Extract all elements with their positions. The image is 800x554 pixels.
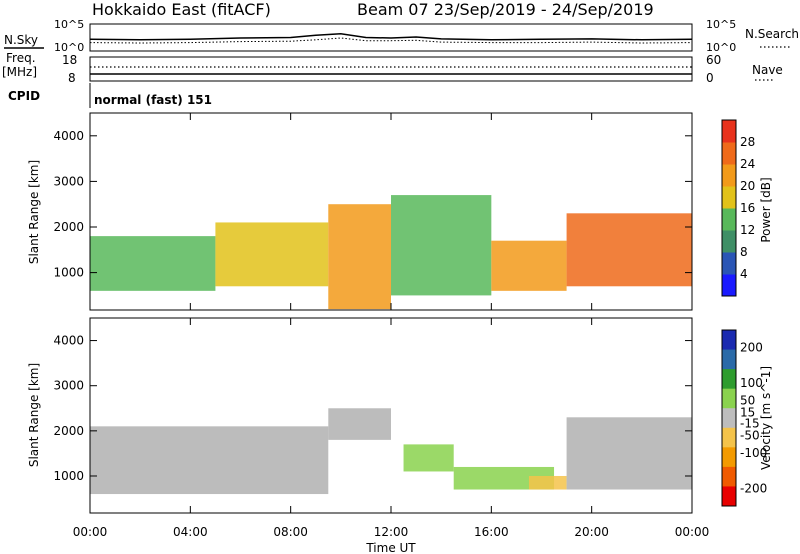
noise-panel: N.Sky 10^5 10^0 10^5 10^0 N.Search [4,18,799,54]
station-title: Hokkaido East (fitACF) [92,0,271,19]
power-y-axis-label: Slant Range [km] [27,160,41,264]
colorbar-swatch [722,164,736,187]
beam-date-title: Beam 07 23/Sep/2019 - 24/Sep/2019 [357,0,654,19]
velocity-colorbar-label: Velocity [m s^-1] [759,366,773,470]
echo-region [566,417,692,490]
velocity-y-axis-label: Slant Range [km] [27,363,41,467]
colorbar-swatch [722,447,736,468]
freq-right-tick-bottom: 0 [706,71,714,85]
colorbar-swatch [722,230,736,253]
x-tick-label: 12:00 [374,525,409,539]
power-y-ticks: 1000 2000 3000 4000 [53,129,692,280]
freq-panel: Freq. [MHz] 18 8 60 0 Nave [2,51,783,85]
echo-region [403,444,454,472]
colorbar-frame [721,329,737,507]
freq-panel-frame [89,56,693,82]
x-tick-label: 00:00 [73,525,108,539]
cpid-panel: CPID normal (fast) 151 [8,83,212,108]
colorbar-swatch [722,208,736,231]
power-panel: 1000 2000 3000 4000 Slant Range [km] 4 8 12 16… [27,112,773,311]
noise-right-tick-bottom: 10^0 [706,41,736,54]
colorbar-swatch [722,252,736,275]
colorbar-tick-label: 24 [740,157,755,171]
echo-region [491,240,567,291]
cpid-label: CPID [8,89,40,103]
colorbar-tick-label: 200 [740,341,763,355]
colorbar-swatch [722,388,736,409]
y-tick-label: 1000 [53,469,84,483]
colorbar-swatch [722,427,736,448]
colorbar-frame [721,119,737,297]
x-tick-label: 00:00 [675,525,710,539]
x-tick-label: 16:00 [474,525,509,539]
noise-left-label: N.Sky [4,33,38,47]
y-tick-label: 2000 [53,220,84,234]
colorbar-tick-label: 4 [740,267,748,281]
colorbar-swatch [722,142,736,165]
noise-right-label: N.Search [745,27,799,41]
colorbar-tick-label: 12 [740,223,755,237]
colorbar-tick-label: -50 [740,429,760,443]
colorbar-tick-label: 20 [740,179,755,193]
y-tick-label: 1000 [53,266,84,280]
colorbar-tick-label: 50 [740,393,755,407]
echo-region [566,213,692,287]
noise-right-tick-top: 10^5 [706,18,736,31]
cpid-mode-text: normal (fast) 151 [94,93,212,107]
x-axis-label: Time UT [365,541,416,554]
echo-region [391,195,492,296]
noise-panel-frame [89,23,693,52]
colorbar-tick-label: -100 [740,446,767,460]
colorbar-swatch [722,466,736,487]
colorbar-tick-label: 16 [740,201,755,215]
velocity-echo-layer [90,408,692,495]
colorbar-swatch [722,408,736,429]
nave-label: Nave [752,63,783,77]
x-tick-label: 20:00 [574,525,609,539]
echo-region [528,475,567,490]
colorbar-swatch [722,120,736,143]
colorbar-tick-label: 28 [740,135,755,149]
noise-sky-series [89,33,693,41]
colorbar-tick-label: -15 [740,416,760,430]
echo-region [215,222,329,287]
colorbar-tick-label: 8 [740,245,748,259]
echo-region [328,408,391,440]
freq-left-tick-bottom: 8 [68,71,76,85]
colorbar-swatch [722,274,736,297]
power-echo-layer [90,195,692,310]
echo-region [328,204,391,310]
x-tick-label: 08:00 [273,525,308,539]
y-tick-label: 3000 [53,379,84,393]
colorbar-tick-label: 100 [740,376,763,390]
noise-left-tick-top: 10^5 [54,18,84,31]
y-tick-label: 3000 [53,174,84,188]
colorbar-swatch [722,486,736,507]
velocity-panel: 1000 2000 3000 4000 Slant Range [km] 200 100… [27,317,773,514]
colorbar-tick-label: 15 [740,406,755,420]
x-tick-label: 04:00 [173,525,208,539]
echo-region [90,426,329,495]
freq-left-tick-top: 18 [62,53,77,67]
power-colorbar: 4 8 12 16 20 24 28 [721,119,755,297]
echo-region [90,236,216,291]
freq-label-1: Freq. [6,51,36,65]
velocity-y-ticks: 1000 2000 3000 4000 [53,334,692,483]
freq-label-2: [MHz] [2,65,37,79]
freq-right-tick-top: 60 [706,53,721,67]
y-tick-label: 2000 [53,424,84,438]
y-tick-label: 4000 [53,334,84,348]
power-colorbar-label: Power [dB] [759,177,773,242]
noise-search-series [89,37,693,44]
x-axis-ticks: 00:00 04:00 08:00 12:00 16:00 20:00 00:00 [73,113,710,539]
colorbar-tick-label: -200 [740,481,767,495]
noise-left-tick-bottom: 10^0 [54,41,84,54]
colorbar-swatch [722,369,736,390]
colorbar-swatch [722,330,736,351]
colorbar-swatch [722,349,736,370]
y-tick-label: 4000 [53,129,84,143]
colorbar-swatch [722,186,736,209]
